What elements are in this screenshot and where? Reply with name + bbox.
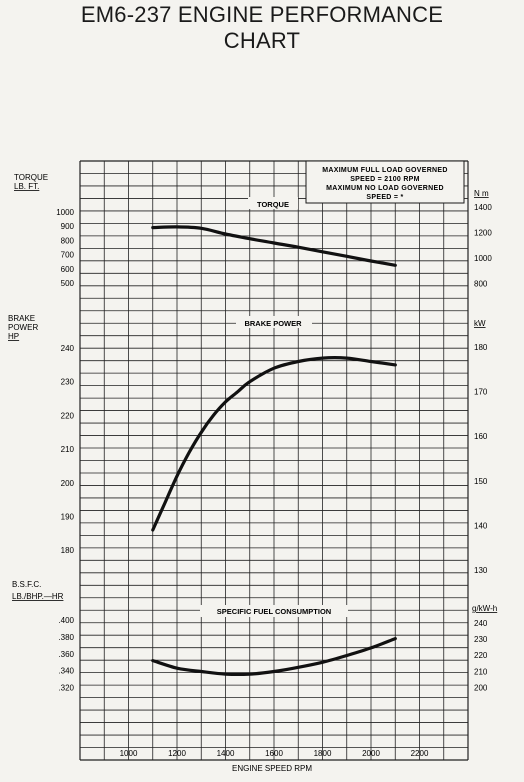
note-line-1: MAXIMUM FULL LOAD GOVERNED — [322, 167, 448, 174]
x-axis-label: ENGINE SPEED RPM — [232, 764, 312, 773]
data-curves — [151, 225, 397, 676]
left-tick-label: 240 — [61, 344, 75, 353]
torque-ylabel-line-1: TORQUE — [14, 173, 48, 182]
left-tick-label: .400 — [58, 616, 74, 625]
left-tick-label: 180 — [61, 546, 75, 555]
left-tick-label: 200 — [61, 479, 75, 488]
bsfc-curve — [151, 637, 397, 676]
left-tick-label: .360 — [58, 650, 74, 659]
tick-labels: 1000 1200 1400 1600 1800 2000 2200 1000 900 800 70… — [56, 203, 492, 758]
right-tick-label: 180 — [474, 343, 488, 352]
left-tick-label: 800 — [61, 236, 75, 245]
x-tick-label: 1600 — [265, 749, 283, 758]
chart-title-line-2: CHART — [223, 28, 301, 53]
left-tick-label: 1000 — [56, 208, 74, 217]
x-tick-label: 2000 — [362, 749, 380, 758]
chart-title: EM6-237 ENGINE PERFORMANCE CHART — [0, 2, 524, 54]
bsfc-ylabel-line-2: LB./BHP.—HR — [12, 592, 64, 601]
governed-speed-note: MAXIMUM FULL LOAD GOVERNED SPEED = 2100 … — [305, 160, 465, 204]
right-tick-label: 210 — [474, 667, 488, 676]
right-tick-label: 220 — [474, 651, 488, 660]
note-line-2: SPEED = 2100 RPM — [350, 176, 420, 183]
bsfc-section-title: SPECIFIC FUEL CONSUMPTION — [217, 607, 331, 616]
right-tick-label: 800 — [474, 280, 488, 289]
left-tick-label: .380 — [58, 633, 74, 642]
right-tick-label: 1200 — [474, 229, 492, 238]
bsfc-title-bg — [200, 605, 348, 617]
x-tick-label: 1000 — [120, 749, 138, 758]
power-section-title: BRAKE POWER — [244, 319, 302, 328]
torque-ylabel-right: N m — [474, 189, 489, 198]
right-tick-label: 240 — [474, 619, 488, 628]
left-tick-label: .320 — [58, 684, 74, 693]
right-tick-label: 230 — [474, 635, 488, 644]
bsfc-ylabel-right: g/kW-h — [472, 604, 497, 613]
chart-grid — [79, 160, 469, 761]
power-ylabel-line-1: BRAKE — [8, 314, 35, 323]
left-tick-label: 230 — [61, 378, 75, 387]
right-tick-label: 130 — [474, 566, 488, 575]
right-tick-label: 140 — [474, 521, 488, 530]
right-tick-label: 1400 — [474, 203, 492, 212]
left-tick-label: 190 — [61, 513, 75, 522]
left-tick-label: 220 — [61, 411, 75, 420]
note-line-3: MAXIMUM NO LOAD GOVERNED — [326, 185, 444, 192]
right-tick-label: 160 — [474, 432, 488, 441]
note-box — [305, 160, 465, 204]
left-tick-label: 700 — [61, 251, 75, 260]
x-tick-label: 1800 — [314, 749, 332, 758]
right-tick-label: 1000 — [474, 254, 492, 263]
torque-title-bg — [248, 197, 298, 209]
power-ylabel-line-2: POWER — [8, 323, 38, 332]
torque-section-title: TORQUE — [257, 200, 289, 209]
x-tick-label: 1200 — [168, 749, 186, 758]
left-tick-label: 210 — [61, 445, 75, 454]
chart-title-line-1: EM6-237 ENGINE PERFORMANCE — [80, 2, 444, 27]
left-tick-label: 900 — [61, 222, 75, 231]
brake-power-curve — [151, 356, 397, 532]
left-tick-label: .340 — [58, 667, 74, 676]
power-ylabel-line-3: HP — [8, 332, 19, 341]
note-line-4: SPEED = * — [366, 194, 403, 201]
left-tick-label: 600 — [61, 265, 75, 274]
power-title-bg — [236, 316, 312, 328]
left-tick-label: 500 — [61, 279, 75, 288]
x-tick-label: 1400 — [217, 749, 235, 758]
right-tick-label: 170 — [474, 388, 488, 397]
right-tick-label: 150 — [474, 477, 488, 486]
right-tick-label: 200 — [474, 683, 488, 692]
torque-curve — [151, 225, 397, 267]
power-ylabel-right: kW — [474, 319, 486, 328]
torque-ylabel-line-2: LB. FT. — [14, 182, 39, 191]
bsfc-ylabel-line-1: B.S.F.C. — [12, 580, 41, 589]
x-tick-label: 2200 — [411, 749, 429, 758]
